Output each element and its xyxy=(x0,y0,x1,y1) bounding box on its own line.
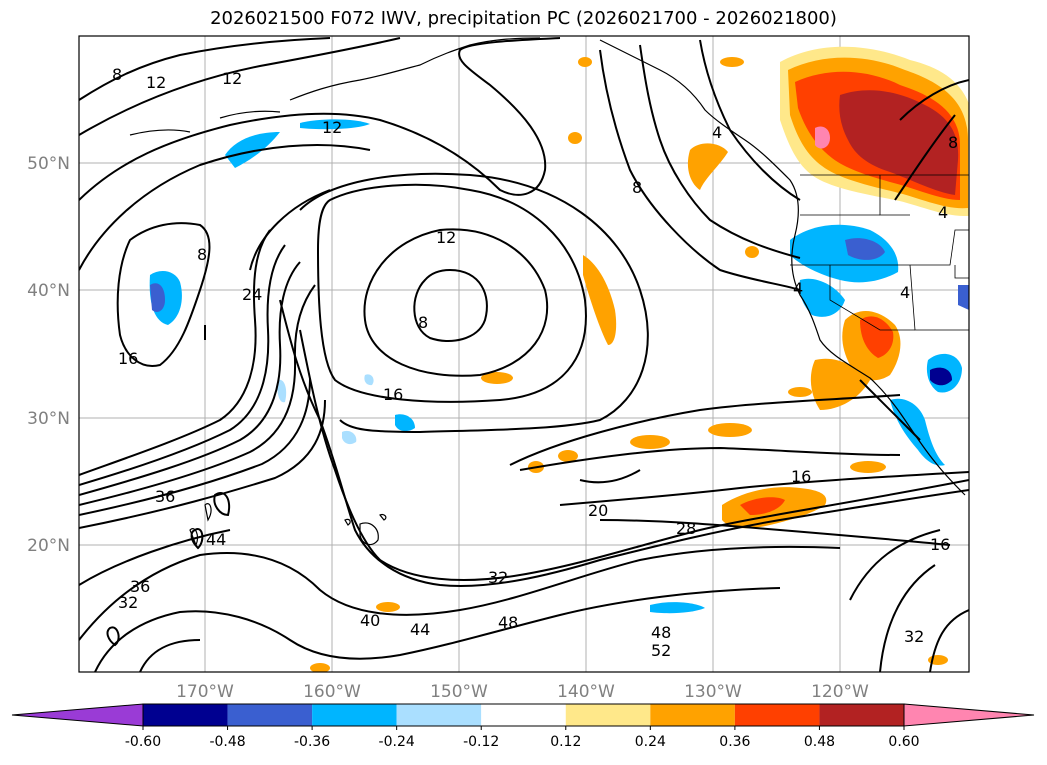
contour-label: 8 xyxy=(948,133,958,152)
colorbar-tick-label: -0.60 xyxy=(125,734,161,750)
contour-label: 8 xyxy=(418,313,428,332)
contour-label: 12 xyxy=(146,73,166,92)
colorbar-tick-label: 0.36 xyxy=(719,734,750,750)
contour-label: 8 xyxy=(197,245,207,264)
colorbar-bin xyxy=(819,704,904,726)
contour-label: 12 xyxy=(322,118,342,137)
colorbar-bin xyxy=(312,704,397,726)
colorbar-over-arrow xyxy=(903,703,1035,727)
contour-label: 52 xyxy=(651,641,671,660)
political-boundaries xyxy=(790,174,969,331)
contour-label: 44 xyxy=(410,620,430,639)
lon-label: 130°W xyxy=(684,682,742,702)
colorbar-bin xyxy=(650,704,735,726)
lat-label: 40°N xyxy=(27,281,70,301)
colorbar-bin xyxy=(734,704,820,726)
contour-label: 16 xyxy=(383,385,403,404)
lon-label: 120°W xyxy=(811,682,869,702)
longitude-labels: 170°W 160°W 150°W 140°W 130°W 120°W xyxy=(176,682,869,702)
contour-label: 8 xyxy=(632,178,642,197)
colorbar-tick-label: 0.12 xyxy=(550,734,581,750)
contour-label: 16 xyxy=(930,535,950,554)
contour-label: 44 xyxy=(206,530,226,549)
colorbar-bin xyxy=(143,704,228,726)
colorbar-bin xyxy=(227,704,313,726)
map-frame xyxy=(78,35,970,673)
small-contours xyxy=(106,325,231,647)
lon-label: 150°W xyxy=(430,682,488,702)
contour-label: 36 xyxy=(130,577,150,596)
colorbar-bin xyxy=(565,704,651,726)
contour-label: 40 xyxy=(360,611,380,630)
contour-label: 4 xyxy=(900,283,910,302)
colorbar-bin xyxy=(481,704,566,726)
contour-label: 48 xyxy=(651,623,671,642)
colorbar-tick-label: -0.12 xyxy=(463,734,499,750)
contour-label: 8 xyxy=(112,65,122,84)
contour-label: 16 xyxy=(791,467,811,486)
colorbar-frame xyxy=(142,703,905,727)
contour-label: 48 xyxy=(498,613,518,632)
iwv-contours xyxy=(79,37,969,672)
contour-label: 32 xyxy=(904,627,924,646)
contour-label: 28 xyxy=(676,519,696,538)
contour-label: 12 xyxy=(222,69,242,88)
colorbar-tick-label: -0.48 xyxy=(209,734,245,750)
contour-label: 16 xyxy=(118,349,138,368)
contour-label: 36 xyxy=(155,487,175,506)
contour-label: 4 xyxy=(938,203,948,222)
precip-positive-areas xyxy=(310,46,969,672)
contour-label: 24 xyxy=(242,285,262,304)
precip-negative-areas xyxy=(149,119,969,614)
lon-label: 170°W xyxy=(176,682,234,702)
colorbar-tick-label: -0.24 xyxy=(379,734,415,750)
colorbar-tick-label: 0.60 xyxy=(888,734,919,750)
lon-label: 160°W xyxy=(303,682,361,702)
lat-label: 20°N xyxy=(27,536,70,556)
latitude-labels: 50°N 40°N 30°N 20°N xyxy=(27,154,70,556)
colorbar-tick-label: 0.24 xyxy=(635,734,666,750)
lat-label: 50°N xyxy=(27,154,70,174)
contour-label: 4 xyxy=(793,279,803,298)
contour-label: 32 xyxy=(488,568,508,587)
map-title: 2026021500 F072 IWV, precipitation PC (2… xyxy=(210,8,837,29)
colorbar-bin xyxy=(396,704,482,726)
colorbar-tick-label: 0.48 xyxy=(804,734,835,750)
colorbar: -0.60 -0.48 -0.36 -0.24 -0.12 0.12 0.24 0.36 0.4… xyxy=(11,703,1035,750)
contour-labels: 8 12 12 12 12 8 4 8 4 4 8 4 16 24 8 16 3… xyxy=(112,65,958,660)
colorbar-under-arrow xyxy=(11,703,144,727)
contour-label: 20 xyxy=(588,501,608,520)
contour-label: 4 xyxy=(712,123,722,142)
lon-label: 140°W xyxy=(557,682,615,702)
colorbar-tick-label: -0.36 xyxy=(294,734,330,750)
contour-label: 32 xyxy=(118,593,138,612)
contour-label: 12 xyxy=(436,228,456,247)
lat-label: 30°N xyxy=(27,409,70,429)
